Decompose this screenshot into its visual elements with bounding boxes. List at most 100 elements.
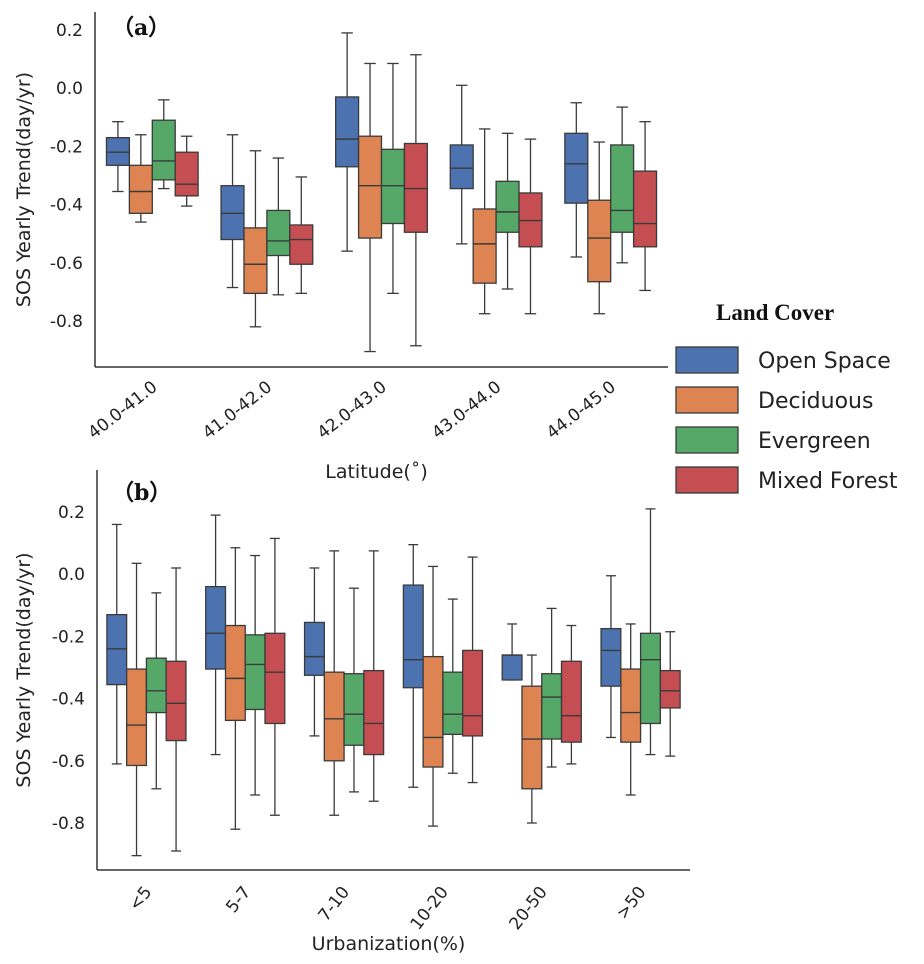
box-iqr bbox=[518, 192, 543, 248]
box-open-space bbox=[449, 84, 474, 245]
box-deciduous bbox=[323, 550, 345, 816]
box-iqr bbox=[128, 164, 153, 214]
box-mixed-forest bbox=[560, 624, 582, 765]
box-iqr bbox=[380, 148, 406, 225]
x-tick-label: >50 bbox=[613, 883, 651, 924]
panel-b-x-axis-label: Urbanization(%) bbox=[312, 933, 466, 955]
y-tick-label: -0.8 bbox=[50, 312, 83, 332]
box-deciduous bbox=[128, 134, 153, 223]
box-evergreen bbox=[244, 554, 266, 796]
panel-b: （b） SOS Yearly Trend(day/yr) Urbanizatio… bbox=[13, 470, 690, 955]
panel-b-x-ticks: <5 5-7 7-10 10-20 20-50 >50 bbox=[125, 883, 650, 934]
box-deciduous bbox=[620, 623, 642, 796]
legend-swatch bbox=[675, 346, 739, 374]
x-tick-label: 10-20 bbox=[407, 883, 453, 934]
box-iqr bbox=[357, 135, 383, 239]
box-deciduous bbox=[126, 562, 148, 857]
y-tick-label: 0.0 bbox=[56, 79, 83, 99]
box-open-space bbox=[335, 32, 360, 252]
x-tick-label: 42.0-43.0 bbox=[314, 377, 391, 443]
legend-title: Land Cover bbox=[716, 300, 834, 325]
box-iqr bbox=[632, 170, 658, 248]
y-tick-label: 0.0 bbox=[58, 565, 85, 585]
box-open-space bbox=[564, 102, 589, 258]
y-tick-label: -0.6 bbox=[50, 254, 83, 274]
panel-a-x-axis-label: Latitude(˚) bbox=[325, 461, 428, 483]
legend: Land Cover Open Space Deciduous Evergreen M… bbox=[675, 300, 898, 494]
box-iqr bbox=[422, 655, 444, 768]
box-iqr bbox=[145, 657, 167, 714]
box-iqr bbox=[106, 613, 128, 686]
box-iqr bbox=[541, 673, 563, 740]
box-evergreen bbox=[145, 592, 167, 790]
x-tick-label: 41.0-42.0 bbox=[199, 377, 276, 443]
box-iqr bbox=[264, 632, 286, 725]
box-mixed-forest bbox=[289, 176, 314, 295]
box-deciduous bbox=[224, 547, 246, 830]
box-iqr bbox=[449, 144, 474, 190]
box-mixed-forest bbox=[632, 121, 658, 292]
box-mixed-forest bbox=[403, 54, 428, 347]
box-mixed-forest bbox=[659, 631, 681, 757]
y-tick-label: 0.2 bbox=[56, 21, 83, 41]
legend-swatch bbox=[675, 426, 739, 454]
box-evergreen bbox=[639, 508, 661, 756]
box-iqr bbox=[620, 668, 642, 743]
box-evergreen bbox=[541, 607, 563, 768]
x-tick-label: 7-10 bbox=[315, 883, 355, 926]
legend-swatch bbox=[675, 466, 739, 494]
box-iqr bbox=[600, 627, 622, 687]
legend-label: Mixed Forest bbox=[758, 469, 898, 494]
panel-b-boxes bbox=[106, 508, 681, 857]
y-tick-label: -0.8 bbox=[52, 814, 85, 834]
box-iqr bbox=[126, 668, 148, 767]
box-mixed-forest bbox=[363, 550, 385, 802]
box-evergreen bbox=[266, 157, 291, 296]
y-tick-label: -0.2 bbox=[52, 627, 85, 647]
box-open-space bbox=[205, 514, 227, 756]
y-tick-label: -0.4 bbox=[50, 196, 83, 216]
box-mixed-forest bbox=[165, 567, 187, 852]
box-iqr bbox=[564, 132, 589, 204]
panel-b-label: （b） bbox=[112, 480, 171, 506]
box-iqr bbox=[151, 119, 176, 181]
x-tick-label: <5 bbox=[125, 883, 156, 915]
box-iqr bbox=[289, 224, 314, 265]
box-iqr bbox=[610, 144, 635, 233]
box-evergreen bbox=[343, 587, 365, 793]
box-iqr bbox=[105, 137, 131, 166]
box-mixed-forest bbox=[264, 537, 286, 816]
box-deciduous bbox=[587, 141, 612, 315]
panel-a-boxes bbox=[105, 32, 658, 353]
y-tick-label: -0.6 bbox=[52, 752, 85, 772]
box-iqr bbox=[244, 634, 266, 711]
box-iqr bbox=[243, 227, 268, 295]
box-iqr bbox=[363, 669, 385, 756]
box-iqr bbox=[501, 654, 523, 681]
box-iqr bbox=[402, 584, 424, 689]
box-iqr bbox=[403, 142, 428, 233]
panel-a-label: （a） bbox=[112, 15, 170, 41]
x-tick-label: 43.0-44.0 bbox=[428, 377, 505, 443]
box-deciduous bbox=[472, 128, 497, 315]
box-iqr bbox=[587, 199, 612, 283]
box-iqr bbox=[266, 209, 291, 257]
y-tick-label: 0.2 bbox=[58, 503, 85, 523]
legend-label: Evergreen bbox=[758, 429, 871, 454]
box-evergreen bbox=[495, 132, 520, 290]
y-tick-label: -0.4 bbox=[52, 690, 85, 710]
box-open-space bbox=[106, 523, 128, 765]
box-iqr bbox=[442, 671, 464, 736]
box-iqr bbox=[165, 660, 187, 742]
box-iqr bbox=[495, 180, 520, 233]
box-iqr bbox=[639, 632, 661, 725]
box-iqr bbox=[303, 621, 325, 676]
box-deciduous bbox=[243, 150, 268, 328]
x-tick-label: 44.0-45.0 bbox=[543, 377, 620, 443]
legend-label: Open Space bbox=[758, 349, 891, 374]
panel-b-y-ticks: 0.2 0.0 -0.2 -0.4 -0.6 -0.8 bbox=[52, 503, 85, 834]
box-deciduous bbox=[521, 654, 543, 824]
box-open-space bbox=[402, 544, 424, 788]
x-tick-label: 5-7 bbox=[222, 883, 255, 917]
box-iqr bbox=[220, 185, 245, 241]
